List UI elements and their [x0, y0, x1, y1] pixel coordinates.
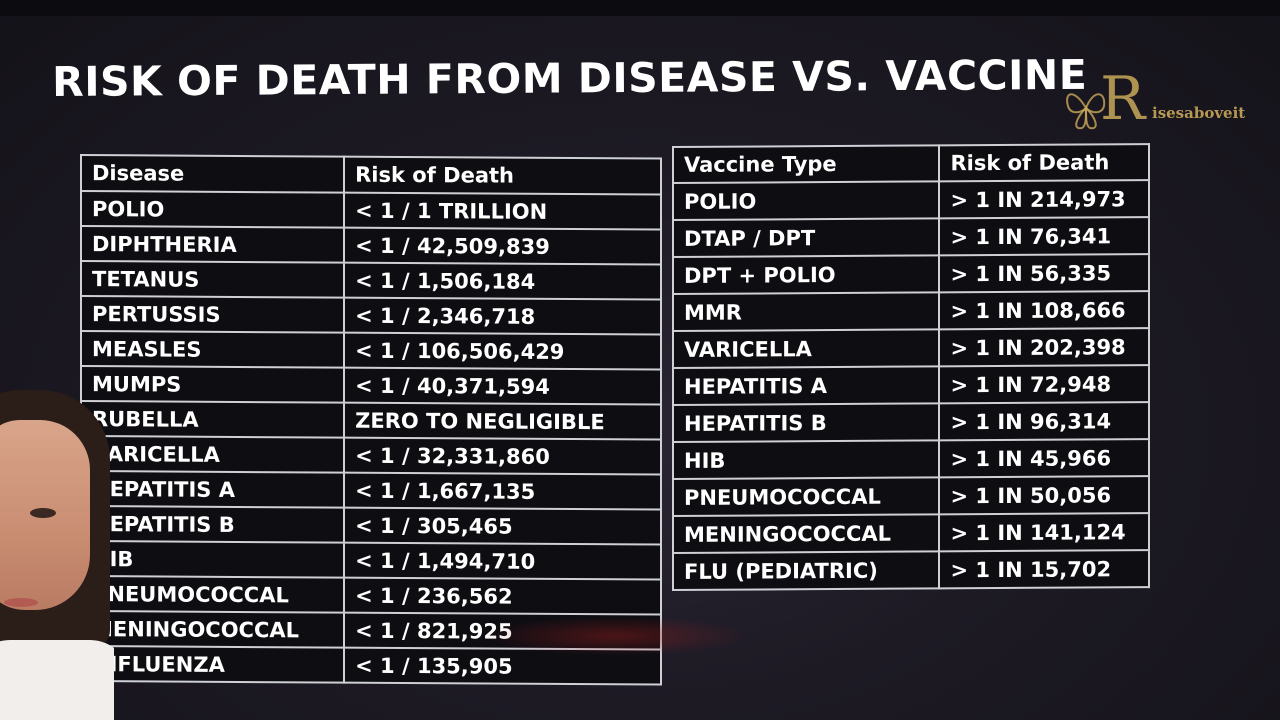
row-risk-cell: > 1 IN 50,056: [939, 476, 1149, 515]
row-risk-cell: > 1 IN 45,966: [939, 439, 1149, 478]
row-risk-cell: < 1 / 1,667,135: [344, 472, 661, 510]
row-name-cell: MEASLES: [81, 331, 345, 368]
row-name-cell: FLU (PEDIATRIC): [673, 551, 940, 590]
header-risk-of-death: Risk of Death: [344, 156, 661, 195]
row-risk-cell: < 1 / 305,465: [344, 507, 661, 545]
disease-risk-table: Disease Risk of Death POLIO < 1 / 1 TRILL…: [80, 154, 662, 686]
table-row: HIB > 1 IN 45,966: [673, 439, 1149, 479]
table-row: MUMPS < 1 / 40,371,594: [81, 366, 661, 405]
watermark-letter: R: [1100, 64, 1146, 134]
table-row: PERTUSSIS < 1 / 2,346,718: [81, 296, 661, 335]
row-risk-cell: > 1 IN 72,948: [939, 365, 1149, 404]
row-risk-cell: < 1 / 32,331,860: [344, 437, 661, 475]
background-glow: [480, 616, 750, 656]
table-row: HEPATITIS B > 1 IN 96,314: [673, 402, 1149, 442]
row-risk-cell: < 1 / 1,506,184: [344, 262, 661, 300]
table-row: HEPATITIS A < 1 / 1,667,135: [81, 471, 661, 510]
table-row: HEPATITIS B < 1 / 305,465: [81, 506, 661, 545]
presenter-eye: [30, 508, 56, 518]
row-risk-cell: > 1 IN 56,335: [939, 254, 1149, 293]
table-row: DTAP / DPT > 1 IN 76,341: [673, 217, 1149, 257]
row-name-cell: HEPATITIS A: [81, 471, 345, 508]
row-name-cell: DPT + POLIO: [673, 255, 940, 294]
table-row: HEPATITIS A > 1 IN 72,948: [673, 365, 1149, 405]
table-row: POLIO < 1 / 1 TRILLION: [81, 191, 661, 230]
watermark-text: isesaboveit: [1152, 104, 1246, 122]
row-name-cell: VARICELLA: [673, 329, 940, 368]
row-risk-cell: < 1 / 1 TRILLION: [344, 192, 661, 230]
row-name-cell: PERTUSSIS: [81, 296, 345, 333]
row-risk-cell: < 1 / 42,509,839: [344, 227, 661, 265]
row-name-cell: DTAP / DPT: [673, 218, 940, 257]
row-risk-cell: > 1 IN 96,314: [939, 402, 1149, 441]
table-row: DPT + POLIO > 1 IN 56,335: [673, 254, 1149, 294]
table-row: MENINGOCOCCAL > 1 IN 141,124: [673, 513, 1149, 553]
row-risk-cell: > 1 IN 108,666: [939, 291, 1149, 330]
row-risk-cell: < 1 / 1,494,710: [344, 542, 661, 580]
row-name-cell: MENINGOCOCCAL: [81, 611, 345, 648]
row-risk-cell: ZERO TO NEGLIGIBLE: [344, 402, 661, 440]
row-risk-cell: < 1 / 236,562: [344, 577, 661, 615]
row-name-cell: MMR: [673, 292, 940, 331]
presenter-mouth: [4, 598, 38, 607]
row-name-cell: MUMPS: [81, 366, 345, 403]
row-name-cell: POLIO: [673, 181, 940, 220]
table-row: RUBELLA ZERO TO NEGLIGIBLE: [81, 401, 661, 440]
screen-bezel: [0, 0, 1280, 16]
row-name-cell: VARICELLA: [81, 436, 345, 473]
vaccine-risk-table: Vaccine Type Risk of Death POLIO > 1 IN 2…: [672, 143, 1150, 592]
table-row: PNEUMOCOCCAL > 1 IN 50,056: [673, 476, 1149, 516]
table-row: MMR > 1 IN 108,666: [673, 291, 1149, 331]
table-row: FLU (PEDIATRIC) > 1 IN 15,702: [673, 550, 1149, 590]
row-name-cell: POLIO: [81, 191, 345, 228]
row-name-cell: RUBELLA: [81, 401, 345, 438]
row-name-cell: HEPATITIS B: [673, 403, 940, 442]
row-name-cell: PNEUMOCOCCAL: [81, 576, 345, 613]
header-vaccine-type: Vaccine Type: [673, 145, 940, 183]
table-row: TETANUS < 1 / 1,506,184: [81, 261, 661, 300]
row-risk-cell: < 1 / 40,371,594: [344, 367, 661, 405]
table-row: DIPHTHERIA < 1 / 42,509,839: [81, 226, 661, 265]
presenter-webcam-overlay: [0, 390, 114, 720]
table-row: VARICELLA < 1 / 32,331,860: [81, 436, 661, 475]
header-disease: Disease: [81, 155, 345, 193]
presenter-shirt: [0, 640, 114, 720]
row-risk-cell: < 1 / 2,346,718: [344, 297, 661, 335]
row-name-cell: TETANUS: [81, 261, 345, 298]
row-risk-cell: > 1 IN 214,973: [939, 180, 1149, 219]
table-row: PNEUMOCOCCAL < 1 / 236,562: [81, 576, 661, 615]
row-risk-cell: > 1 IN 15,702: [939, 550, 1149, 589]
table-header-row: Vaccine Type Risk of Death: [673, 144, 1149, 183]
slide-title: RISK OF DEATH FROM DISEASE VS. VACCINE: [52, 50, 1088, 106]
row-risk-cell: > 1 IN 141,124: [939, 513, 1149, 552]
row-name-cell: DIPHTHERIA: [81, 226, 345, 263]
table-header-row: Disease Risk of Death: [81, 155, 661, 195]
row-name-cell: MENINGOCOCCAL: [673, 514, 940, 553]
table-row: MEASLES < 1 / 106,506,429: [81, 331, 661, 370]
row-name-cell: HEPATITIS A: [673, 366, 940, 405]
watermark-logo: R isesaboveit: [1060, 64, 1280, 140]
row-risk-cell: < 1 / 106,506,429: [344, 332, 661, 370]
butterfly-icon: [1066, 93, 1106, 130]
table-row: VARICELLA > 1 IN 202,398: [673, 328, 1149, 368]
row-name-cell: HIB: [81, 541, 345, 578]
row-name-cell: INFLUENZA: [81, 646, 345, 683]
table-row: HIB < 1 / 1,494,710: [81, 541, 661, 580]
header-risk-of-death: Risk of Death: [939, 144, 1149, 182]
row-name-cell: HIB: [673, 440, 940, 479]
row-name-cell: PNEUMOCOCCAL: [673, 477, 940, 516]
row-risk-cell: > 1 IN 76,341: [939, 217, 1149, 256]
row-risk-cell: > 1 IN 202,398: [939, 328, 1149, 367]
row-name-cell: HEPATITIS B: [81, 506, 345, 543]
table-row: POLIO > 1 IN 214,973: [673, 180, 1149, 220]
